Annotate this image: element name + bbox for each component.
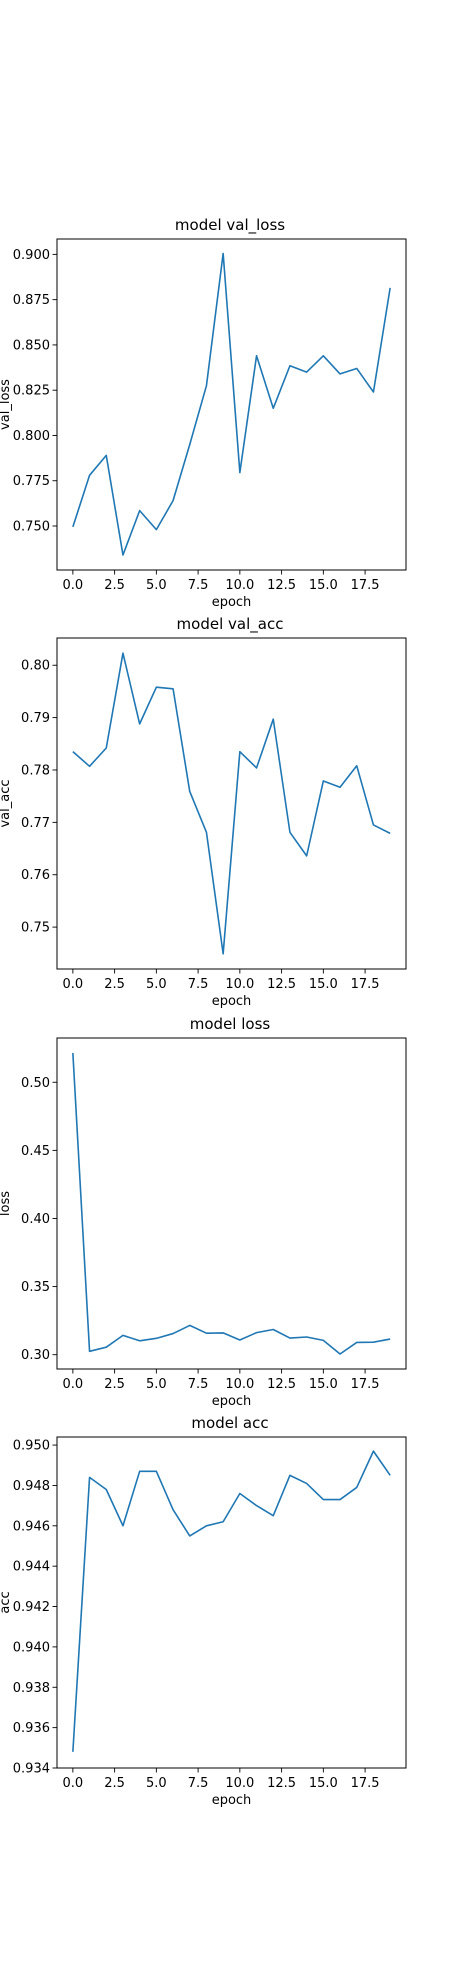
x-tick-label: 10.0 (225, 1776, 254, 1791)
x-tick-label: 10.0 (225, 1377, 254, 1392)
y-tick-label: 0.77 (21, 816, 50, 831)
y-tick-label: 0.944 (13, 1560, 50, 1575)
y-tick-label: 0.900 (13, 248, 50, 263)
axes-frame (56, 1037, 407, 1370)
x-tick-label: 0.0 (63, 1377, 84, 1392)
x-tick-label: 15.0 (309, 977, 338, 992)
series-line (72, 252, 391, 556)
x-tick-label: 0.0 (63, 578, 84, 593)
x-tick-label: 15.0 (309, 578, 338, 593)
series-line (72, 1450, 391, 1752)
plot-area: 0.0 2.5 5.0 7.5 10.0 12.5 15.0 17.5 0.30 0.35 0.40… (0, 1037, 407, 1409)
y-tick-label: 0.76 (21, 868, 50, 883)
y-tick-label: 0.938 (13, 1681, 50, 1696)
x-tick-label: 15.0 (309, 1377, 338, 1392)
y-axis-label: loss (0, 1191, 13, 1216)
axes-frame (56, 238, 407, 571)
x-tick-label: 7.5 (188, 1377, 209, 1392)
chart-title: model val_loss (175, 216, 285, 235)
x-tick-label: 2.5 (104, 578, 125, 593)
y-tick-label: 0.79 (21, 711, 50, 726)
y-tick-label: 0.50 (21, 1076, 50, 1091)
plot-area: 0.0 2.5 5.0 7.5 10.0 12.5 15.0 17.5 0.750 0.775 0.… (0, 238, 407, 610)
x-tick-label: 17.5 (351, 1776, 380, 1791)
y-tick-label: 0.940 (13, 1640, 50, 1655)
x-tick-label: 7.5 (188, 1776, 209, 1791)
chart-val-loss: model val_loss 0.0 2.5 5.0 7.5 10.0 12.5 15.0 1… (0, 216, 407, 610)
y-tick-label: 0.850 (13, 338, 50, 353)
x-tick-label: 12.5 (267, 977, 296, 992)
y-tick-label: 0.775 (13, 474, 50, 489)
y-tick-label: 0.946 (13, 1519, 50, 1534)
chart-val-acc: model val_acc 0.0 2.5 5.0 7.5 10.0 12.5 15.0 17… (0, 615, 407, 1009)
y-tick-label: 0.948 (13, 1479, 50, 1494)
x-axis-label: epoch (212, 1793, 252, 1808)
x-tick-label: 7.5 (188, 578, 209, 593)
x-tick-label: 17.5 (351, 977, 380, 992)
x-tick-label: 15.0 (309, 1776, 338, 1791)
x-tick-label: 10.0 (225, 977, 254, 992)
y-tick-label: 0.950 (13, 1439, 50, 1454)
y-tick-label: 0.825 (13, 384, 50, 399)
x-tick-label: 0.0 (63, 1776, 84, 1791)
y-axis-label: acc (0, 1591, 13, 1613)
x-tick-label: 0.0 (63, 977, 84, 992)
chart-acc: model acc 0.0 2.5 5.0 7.5 10.0 12.5 15.0 17.50.… (0, 1414, 407, 1808)
series-line (72, 1052, 391, 1355)
axes-frame (56, 1436, 407, 1769)
chart-loss: model loss 0.0 2.5 5.0 7.5 10.0 12.5 15.0 17.50… (0, 1015, 407, 1409)
x-tick-label: 5.0 (146, 578, 167, 593)
x-tick-label: 10.0 (225, 578, 254, 593)
chart-title: model val_acc (177, 615, 284, 634)
y-tick-label: 0.750 (13, 519, 50, 534)
axes-frame (56, 637, 407, 970)
x-tick-label: 5.0 (146, 1377, 167, 1392)
y-tick-label: 0.875 (13, 293, 50, 308)
x-tick-label: 5.0 (146, 977, 167, 992)
x-tick-label: 12.5 (267, 1377, 296, 1392)
plot-area: 0.0 2.5 5.0 7.5 10.0 12.5 15.0 17.5 0.75 0.76 0.77… (0, 637, 407, 1009)
y-tick-label: 0.80 (21, 659, 50, 674)
x-axis-label: epoch (212, 595, 252, 610)
y-tick-label: 0.45 (21, 1144, 50, 1159)
x-tick-label: 17.5 (351, 578, 380, 593)
series-line (72, 652, 391, 955)
chart-title: model loss (190, 1015, 271, 1033)
x-tick-label: 12.5 (267, 1776, 296, 1791)
y-tick-label: 0.40 (21, 1212, 50, 1227)
y-tick-label: 0.78 (21, 763, 50, 778)
y-axis-label: val_acc (0, 779, 13, 827)
x-tick-label: 2.5 (104, 977, 125, 992)
x-axis-label: epoch (212, 994, 252, 1009)
y-tick-label: 0.30 (21, 1348, 50, 1363)
y-tick-label: 0.934 (13, 1762, 50, 1777)
y-tick-label: 0.75 (21, 921, 50, 936)
x-tick-label: 2.5 (104, 1776, 125, 1791)
x-tick-label: 7.5 (188, 977, 209, 992)
x-tick-label: 5.0 (146, 1776, 167, 1791)
x-tick-label: 2.5 (104, 1377, 125, 1392)
x-axis-label: epoch (212, 1394, 252, 1409)
y-tick-label: 0.800 (13, 429, 50, 444)
chart-title: model acc (191, 1414, 268, 1432)
y-axis-label: val_loss (0, 379, 13, 430)
x-tick-label: 17.5 (351, 1377, 380, 1392)
y-tick-label: 0.942 (13, 1600, 50, 1615)
y-tick-label: 0.35 (21, 1280, 50, 1295)
x-tick-label: 12.5 (267, 578, 296, 593)
y-tick-label: 0.936 (13, 1721, 50, 1736)
plot-area: 0.0 2.5 5.0 7.5 10.0 12.5 15.0 17.5 0.934 0.936 0.… (0, 1436, 407, 1808)
